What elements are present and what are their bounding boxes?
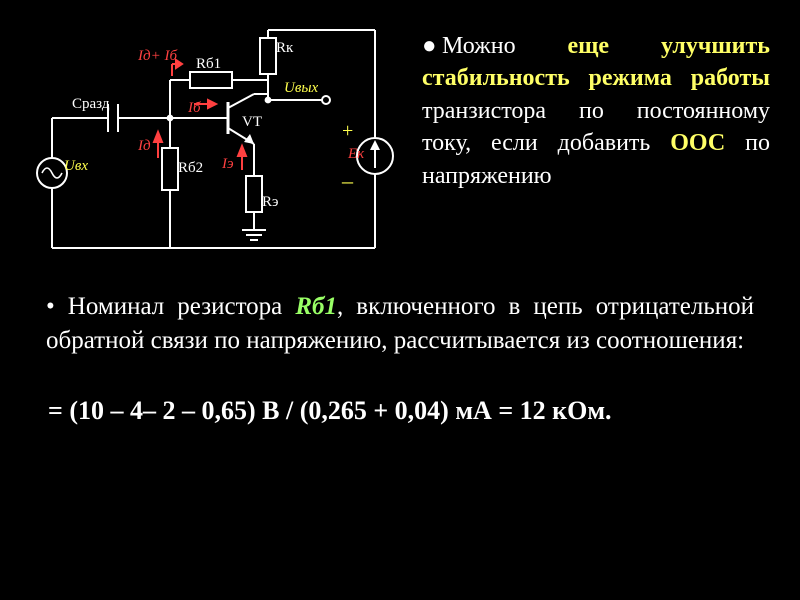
label-uvx: Uвх (64, 158, 88, 175)
label-id: Iд (138, 138, 151, 155)
label-rb1: Rб1 (196, 56, 221, 73)
label-vt: VT (242, 114, 262, 131)
label-rb2: Rб2 (178, 160, 203, 177)
circuit-diagram: Сразд Uвх Iд+ Iб Rб1 Iб Iд Rб2 Rк Uвых V… (30, 18, 400, 268)
label-ie: Iэ (222, 156, 234, 173)
mp-rb1: Rб1 (295, 293, 337, 320)
label-crazd: Сразд (72, 96, 109, 113)
label-plus: + (342, 120, 353, 143)
bullet-paragraph-1: ●Можно еще улуч­шить стабильность режима… (400, 18, 770, 192)
b1-p1: Можно (442, 33, 568, 59)
mp-pre: • Номинал резистора (46, 293, 295, 320)
label-rk: Rк (276, 40, 293, 57)
label-ib: Iб (188, 100, 201, 117)
label-re: Rэ (262, 194, 278, 211)
label-ek: Ек (348, 146, 364, 163)
formula-line: = (10 – 4– 2 – 0,65) В / (0,265 + 0,04) … (0, 358, 800, 426)
b1-hl2: ООС (670, 130, 725, 156)
label-uvyx: Uвых (284, 80, 318, 97)
label-minus: – (342, 168, 353, 194)
mid-paragraph: • Номинал резистора Rб1, включенного в ц… (0, 268, 800, 358)
label-idib: Iд+ Iб (138, 48, 177, 65)
